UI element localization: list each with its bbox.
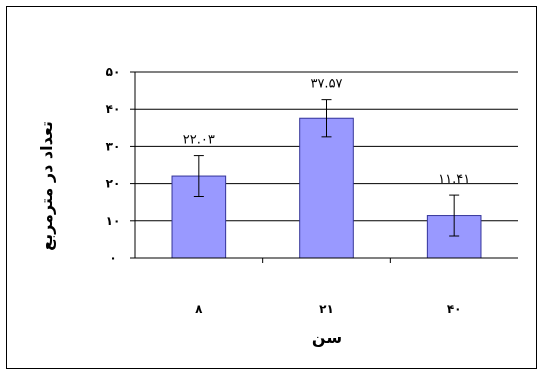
y-axis-title: تعداد در مترمربع — [37, 121, 56, 251]
labels: ۰ ۱۰ ۲۰ ۳۰ ۴۰ ۵۰ ۲۲.۰۳ ۸ ۳۷.۵۷ ۲۱ ۱۱.۴۱ ۴۰ — [106, 65, 471, 316]
y-tick-label: ۴۰ — [106, 102, 121, 116]
y-tick-label: ۰ — [109, 251, 116, 265]
y-tick-label: ۵۰ — [106, 65, 121, 79]
x-tick-label: ۴۰ — [447, 302, 462, 316]
data-label: ۱۱.۴۱ — [438, 172, 470, 187]
data-label: ۲۲.۰۳ — [183, 133, 215, 148]
y-tick-label: ۱۰ — [106, 214, 121, 228]
x-tick-label: ۲۱ — [319, 302, 334, 316]
x-tick-label: ۸ — [195, 302, 203, 316]
bars — [171, 99, 482, 259]
bar — [299, 117, 354, 259]
x-axis-title: سن — [312, 328, 342, 347]
y-tick-label: ۳۰ — [106, 139, 121, 153]
y-tick-label: ۲۰ — [106, 177, 121, 191]
axes — [130, 71, 518, 263]
data-label: ۳۷.۵۷ — [310, 77, 342, 92]
chart-frame — [6, 6, 537, 369]
